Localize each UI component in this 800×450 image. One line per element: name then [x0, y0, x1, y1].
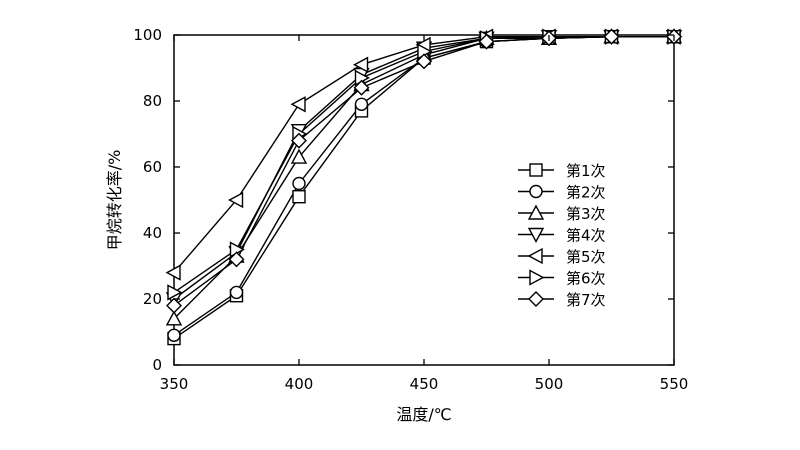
data-point-series-7 [478, 33, 495, 50]
legend-marker [527, 227, 545, 243]
data-point-series-2 [167, 328, 181, 342]
data-point-series-7 [416, 53, 432, 70]
data-point-series-1 [292, 189, 306, 204]
data-point-series-2 [229, 285, 244, 300]
legend-label: 第7次 [566, 291, 606, 309]
legend-marker [527, 204, 545, 220]
data-point-series-7 [603, 28, 620, 45]
data-point-series-7 [353, 79, 370, 96]
legend-marker [527, 247, 543, 265]
legend-label: 第3次 [566, 205, 606, 223]
data-point-series-3 [290, 148, 308, 164]
data-point-series-7 [166, 297, 182, 314]
data-point-series-2 [354, 97, 369, 112]
y-tick-label: 40 [143, 224, 162, 242]
data-point-series-7 [228, 251, 245, 268]
data-point-series-5 [228, 191, 244, 209]
data-point-series-5 [353, 56, 369, 73]
legend-label: 第5次 [566, 248, 606, 266]
y-axis-title: 甲烷转化率/% [105, 150, 124, 251]
y-tick-label: 60 [143, 158, 162, 176]
y-tick-label: 0 [152, 356, 162, 374]
x-tick-label: 450 [410, 375, 439, 393]
legend-label: 第1次 [566, 162, 606, 180]
data-point-series-7 [291, 132, 307, 149]
legend-label: 第2次 [566, 184, 606, 202]
legend-label: 第6次 [566, 270, 606, 288]
legend-marker [529, 269, 545, 286]
legend-marker [529, 163, 543, 177]
y-tick-label: 20 [143, 290, 162, 308]
legend-label: 第4次 [566, 227, 606, 245]
y-tick-label: 80 [143, 92, 162, 110]
data-point-series-5 [290, 96, 306, 113]
data-point-series-5 [165, 264, 181, 281]
x-axis-title: 温度/℃ [396, 405, 451, 424]
legend-marker [529, 184, 543, 199]
x-tick-label: 350 [160, 375, 189, 393]
data-point-series-3 [165, 310, 183, 326]
data-point-series-6 [167, 284, 183, 301]
x-tick-label: 550 [660, 375, 689, 393]
x-tick-label: 400 [285, 375, 314, 393]
x-tick-label: 500 [535, 375, 564, 393]
legend-marker [528, 291, 544, 307]
data-point-series-2 [292, 176, 306, 191]
y-tick-label: 100 [133, 26, 162, 44]
